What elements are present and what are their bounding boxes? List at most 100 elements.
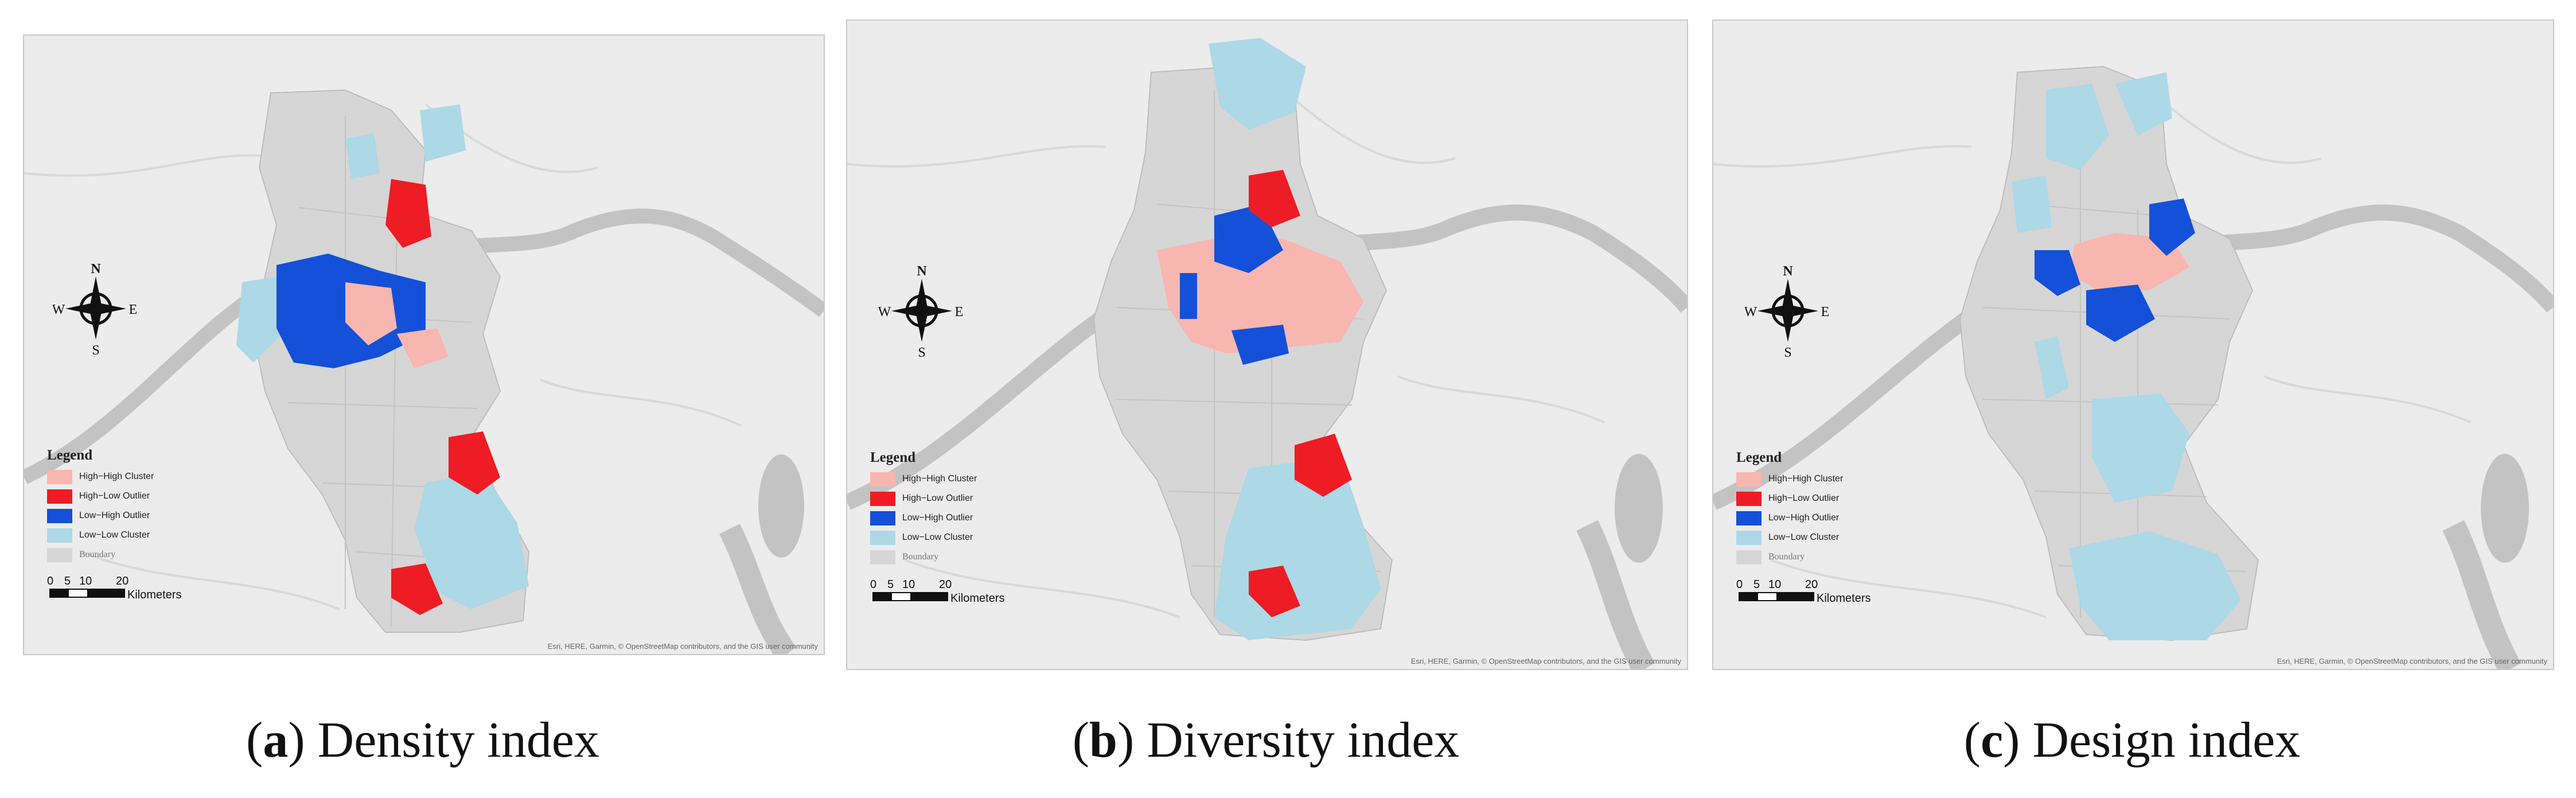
scale-tick: 10 [902, 578, 915, 591]
compass-e: E [1821, 305, 1830, 320]
legend-item: High−Low Outlier [1736, 489, 1843, 508]
high-low-outlier [1249, 566, 1300, 617]
legend-swatch [1736, 530, 1761, 545]
compass-n: N [1783, 264, 1793, 279]
legend-title: Legend [1736, 450, 1782, 465]
legend-label: Boundary [902, 552, 939, 562]
legend-swatch [870, 530, 895, 545]
scale-bar: 0 5 10 20 Kilometers [47, 575, 181, 601]
scale-tick: 5 [887, 578, 894, 591]
low-high-outlier [1180, 273, 1197, 319]
legend-label: Low−Low Cluster [79, 530, 150, 540]
high-low-outlier [385, 179, 431, 248]
compass: N S W E [878, 262, 965, 360]
compass-n: N [917, 264, 927, 279]
caption-a: (a) Density index [246, 713, 599, 768]
high-low-outlier [1249, 170, 1300, 227]
legend-swatch [870, 472, 895, 486]
legend-swatch [870, 491, 895, 506]
compass-s: S [1784, 345, 1791, 359]
map-panel-b: N S W E Legend High−High Cluster High−Lo… [846, 20, 1688, 670]
map-a [24, 89, 824, 654]
legend-item: Boundary [1736, 547, 1843, 567]
map-c [1713, 65, 2553, 669]
low-high-outlier [1232, 325, 1289, 365]
legend-item: Low−High Outlier [870, 508, 977, 528]
legend-item: Low−Low Cluster [47, 525, 154, 545]
legend-swatch [47, 528, 72, 543]
caption-title: Density index [317, 713, 599, 768]
caption-letter: b [1089, 713, 1117, 768]
scale-tick: 5 [1753, 578, 1760, 591]
legend-label: Low−High Outlier [1768, 513, 1840, 523]
legend-swatch [1736, 472, 1761, 486]
high-high-cluster [397, 328, 449, 368]
legend-label: High−Low Outlier [902, 493, 973, 503]
scale-tick: 0 [47, 575, 54, 587]
river-branch [1576, 520, 1655, 669]
legend-item: High−High Cluster [1736, 469, 1843, 489]
legend-item: High−High Cluster [870, 469, 977, 489]
legend: Legend High−High Cluster High−Low Outlie… [870, 450, 977, 567]
high-low-outlier [391, 563, 443, 615]
high-high-cluster [1157, 239, 1363, 353]
compass-w: W [879, 305, 891, 320]
scale-tick: 0 [1736, 578, 1743, 591]
lake [1615, 454, 1663, 563]
high-high-cluster [345, 282, 397, 345]
legend-swatch [1736, 491, 1761, 506]
legend-item: High−Low Outlier [870, 489, 977, 508]
legend-label: Low−Low Cluster [1768, 532, 1840, 542]
road [24, 103, 742, 610]
road [1713, 88, 2471, 618]
compass: N S W E [52, 259, 139, 358]
legend-title: Legend [47, 447, 93, 463]
legend-label: Low−High Outlier [79, 511, 150, 520]
scale-tick: 20 [1805, 578, 1818, 591]
legend-label: Low−Low Cluster [902, 532, 973, 542]
lake [2481, 454, 2529, 563]
compass-e: E [129, 302, 138, 317]
compass-w: W [1745, 305, 1757, 320]
low-low-cluster [420, 104, 466, 162]
legend-swatch [47, 547, 72, 562]
caption-title: Design index [2032, 713, 2301, 768]
high-low-outlier [449, 431, 500, 495]
scale-tick: 5 [64, 575, 71, 587]
legend-item: High−High Cluster [47, 467, 154, 486]
compass-s: S [92, 343, 99, 357]
legend-swatch [47, 489, 72, 504]
legend: Legend High−High Cluster High−Low Outlie… [47, 447, 154, 565]
caption-c: (c) Design index [1963, 713, 2301, 768]
attribution: Esri, HERE, Garmin, © OpenStreetMap cont… [2277, 657, 2547, 665]
road [847, 88, 1605, 618]
legend-label: High−High Cluster [79, 472, 154, 481]
legend-swatch [1736, 511, 1761, 525]
low-low-cluster [2035, 336, 2069, 399]
legend-label: High−High Cluster [1768, 474, 1844, 484]
legend-label: High−Low Outlier [1768, 493, 1840, 503]
low-low-cluster [2115, 72, 2172, 135]
legend-item: Low−Low Cluster [870, 528, 977, 547]
scale-unit: Kilometers [1817, 592, 1871, 605]
legend-item: Low−High Outlier [1736, 508, 1843, 528]
legend-swatch [47, 469, 72, 484]
compass-n: N [91, 262, 101, 277]
low-high-outlier [2086, 285, 2155, 342]
map-panel-a: N S W E Legend High−High Cluster High−Lo… [23, 34, 825, 655]
scale-unit: Kilometers [950, 592, 1005, 605]
low-low-cluster [2069, 531, 2241, 640]
low-low-cluster [2046, 84, 2109, 170]
scale-tick: 10 [1768, 578, 1782, 591]
legend-label: Boundary [1768, 552, 1805, 562]
caption-title: Diversity index [1147, 713, 1460, 768]
low-low-cluster [345, 133, 380, 179]
scale-tick: 20 [939, 578, 952, 591]
low-high-outlier [2149, 198, 2195, 256]
caption-b: (b) Diversity index [1072, 713, 1460, 768]
lake [758, 454, 804, 558]
legend-item: High−Low Outlier [47, 486, 154, 506]
legend-label: Low−High Outlier [902, 513, 973, 523]
map-panel-c: N S W E Legend High−High Cluster High−Lo… [1712, 20, 2554, 670]
legend-label: High−Low Outlier [79, 491, 150, 501]
